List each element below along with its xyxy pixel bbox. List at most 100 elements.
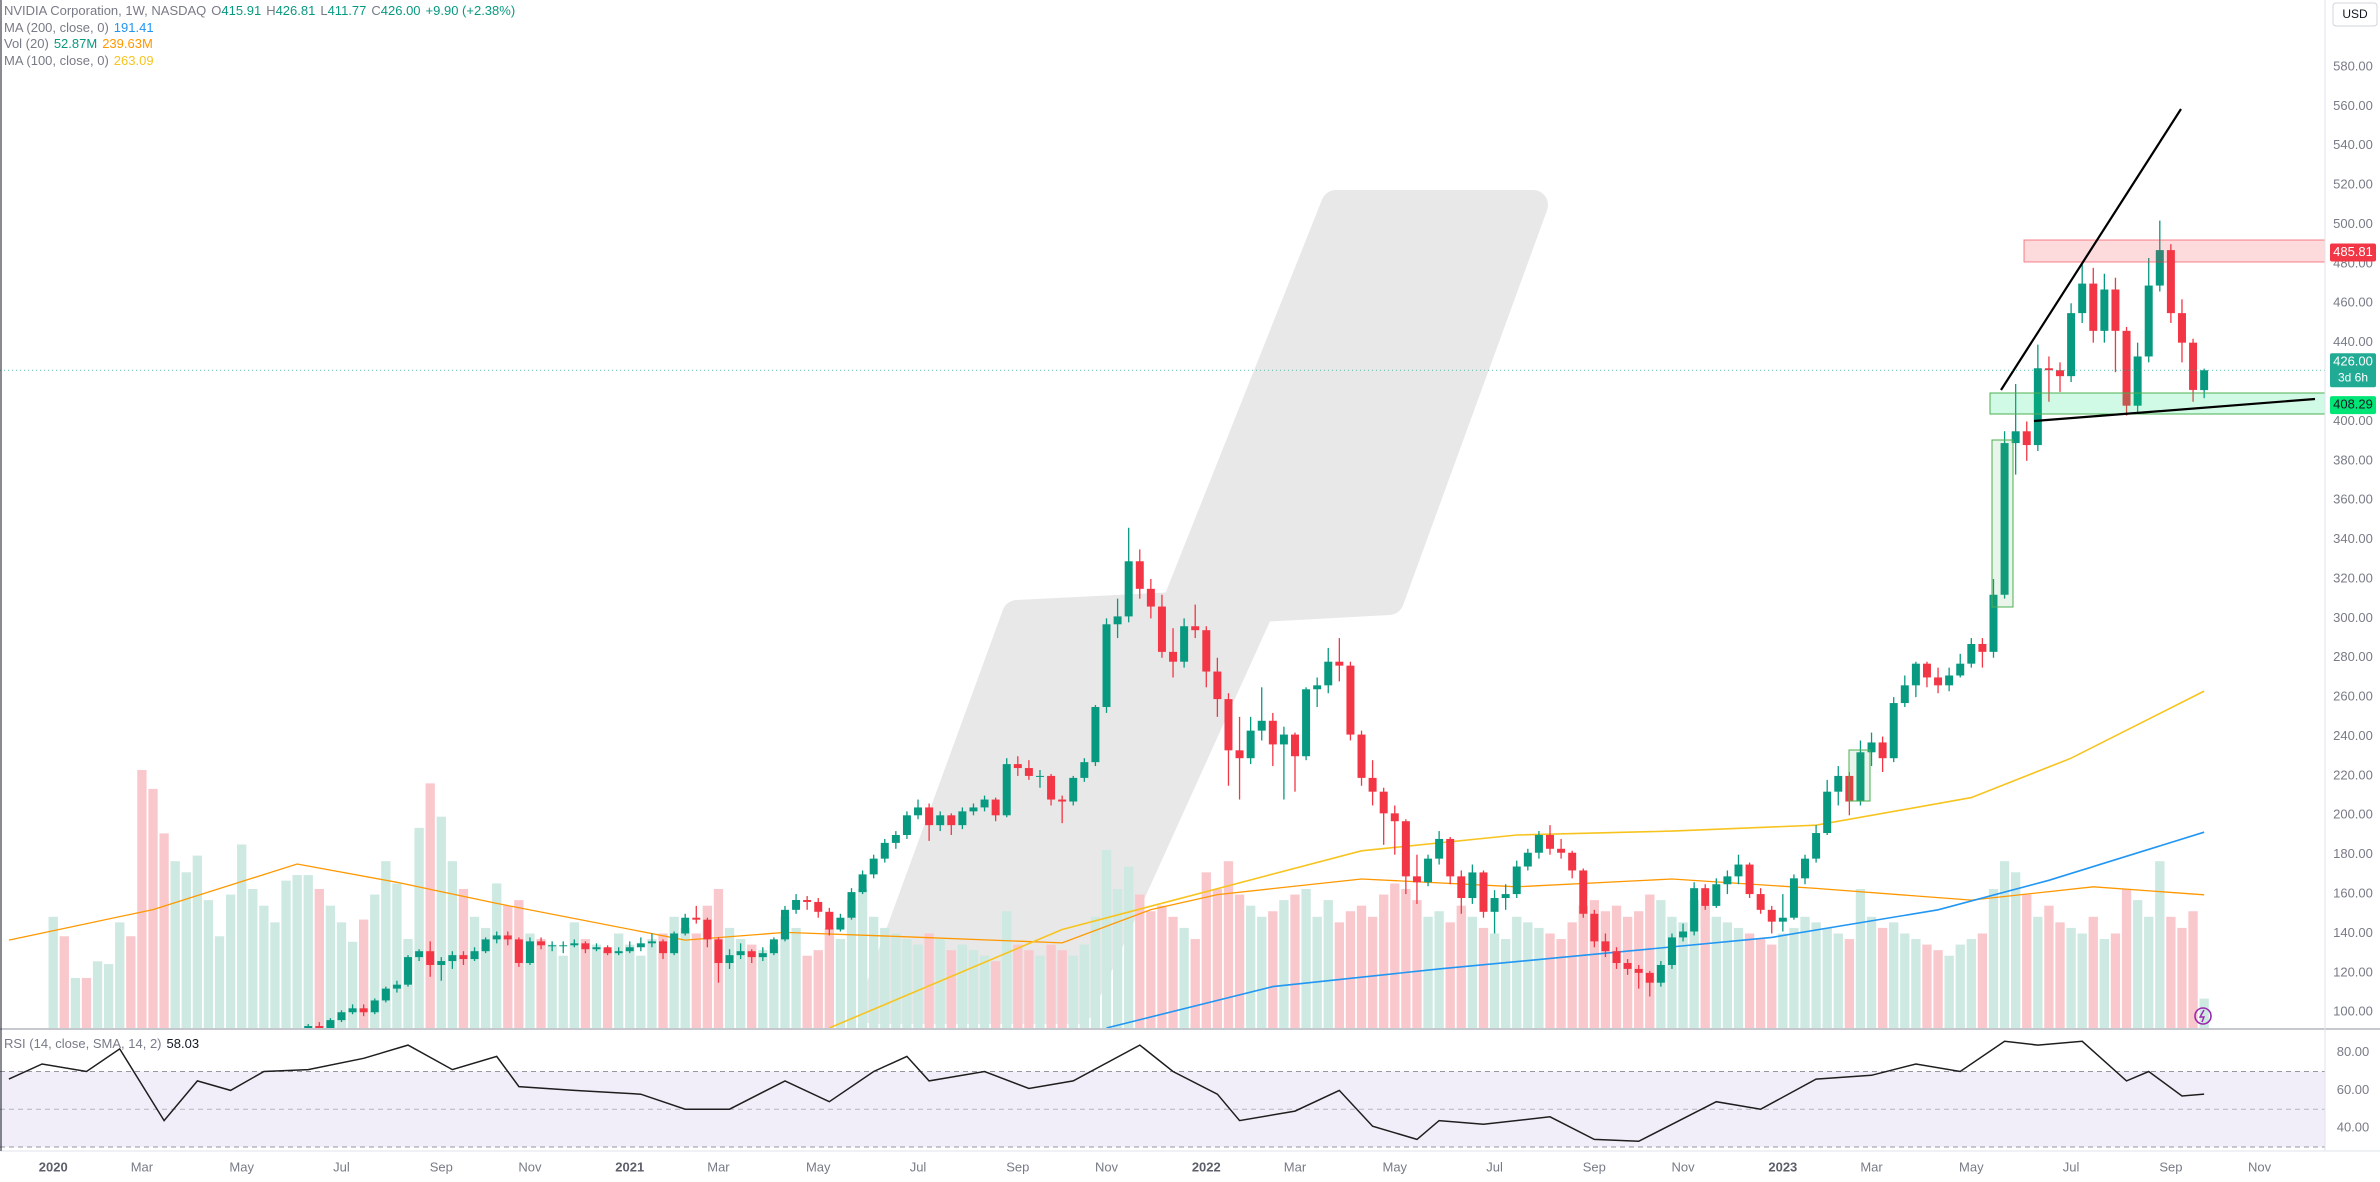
volume-bar: [2066, 927, 2076, 1028]
rsi-legend: RSI (14, close, SMA, 14, 2) 58.03: [4, 1036, 204, 1053]
volume-bar: [1600, 911, 1611, 1028]
volume-bar: [70, 977, 81, 1028]
candle-body: [2078, 283, 2087, 314]
y-tick-label: 100.00: [2333, 1004, 2373, 1019]
volume-bar: [2099, 939, 2110, 1028]
volume-bar: [769, 944, 779, 1028]
volume-bar: [691, 933, 701, 1028]
candle-body: [1612, 951, 1621, 964]
x-tick-label: 2020: [39, 1159, 68, 1174]
volume-bar: [869, 916, 879, 1028]
ohlc-value: 411.77: [327, 3, 367, 18]
moving-average-line: [828, 690, 2205, 1028]
candle-body: [282, 1036, 290, 1037]
candle-body: [1279, 734, 1288, 745]
candle-body: [1479, 872, 1488, 912]
volume-bar: [1024, 950, 1034, 1028]
x-tick-label: 2021: [615, 1159, 644, 1174]
volume-bar: [1257, 916, 1267, 1028]
volume-bar: [902, 939, 912, 1028]
candle-body: [1058, 799, 1067, 802]
volume-bar: [1877, 927, 1888, 1028]
volume-bar: [1778, 933, 1788, 1028]
volume-bar: [891, 933, 901, 1028]
candle-body: [1213, 671, 1222, 700]
candle-body: [1047, 775, 1056, 800]
y-tick-label: 360.00: [2333, 492, 2373, 507]
last-price-badge: [2330, 353, 2376, 388]
candle-body: [681, 917, 690, 934]
y-tick-label: 280.00: [2333, 649, 2373, 664]
ohlc-name: C: [371, 3, 381, 18]
candle-body: [1900, 685, 1909, 704]
ohlc-value: 426.81: [275, 3, 316, 18]
candle-body: [481, 939, 490, 952]
currency-label: USD: [2342, 7, 2368, 21]
volume-bar: [1268, 911, 1278, 1028]
candle-body: [1013, 764, 1022, 769]
candle-body: [359, 1008, 368, 1013]
price-pane: [8, 108, 2325, 1037]
candle-body: [769, 939, 778, 954]
candle-body: [914, 807, 923, 816]
candle-body: [337, 1012, 346, 1021]
volume-bar: [447, 861, 458, 1028]
volume-bar: [525, 933, 535, 1028]
volume-bar: [2088, 916, 2098, 1028]
candle-body: [969, 807, 978, 812]
ohlc-name: L: [320, 3, 328, 18]
candle-body: [293, 1032, 301, 1036]
watermark: [858, 190, 1548, 1024]
trend-line: [2033, 397, 2316, 423]
indicator-name: MA (200, close, 0): [4, 19, 109, 35]
y-tick-label: 220.00: [2333, 767, 2373, 782]
volume-bar: [248, 888, 258, 1028]
volume-bar: [569, 922, 579, 1028]
candle-body: [1024, 768, 1033, 776]
volume-bar: [1523, 922, 1533, 1028]
legend: NVIDIA Corporation, 1W, NASDAQ O415.91 H42…: [4, 3, 520, 69]
candle-body: [1778, 917, 1787, 922]
y-tick-label: 440.00: [2333, 334, 2373, 349]
candle-body: [803, 899, 812, 902]
candle-body: [437, 961, 446, 965]
watermark-logo: [858, 190, 1548, 1024]
candle-body: [1457, 876, 1466, 899]
candle-body: [1922, 663, 1931, 678]
volume-bar: [913, 944, 923, 1028]
candle-body: [925, 807, 934, 826]
indicator-value: 239.63M: [102, 36, 153, 52]
volume-bar: [281, 880, 291, 1028]
volume-bar: [1944, 955, 1954, 1028]
ohlc-value: 415.91: [221, 3, 262, 18]
volume-bar: [580, 939, 591, 1028]
candle-body: [1368, 777, 1377, 792]
candle-body: [614, 951, 623, 954]
candle-body: [947, 815, 956, 826]
volume-bar: [2022, 894, 2032, 1028]
candle-body: [1590, 913, 1599, 942]
volume-bar: [1911, 939, 1921, 1028]
volume-bar: [1002, 911, 1012, 1028]
volume-bar: [1966, 939, 1976, 1028]
candle-body: [2111, 289, 2120, 331]
volume-bar: [1933, 950, 1943, 1028]
candle-body: [1313, 685, 1322, 690]
volume-bar: [647, 939, 657, 1028]
volume-bar: [1556, 939, 1566, 1028]
x-tick-label: Nov: [518, 1159, 542, 1174]
x-tick-label: Nov: [1671, 1159, 1695, 1174]
indicator-value: 191.41: [113, 19, 154, 35]
candle-body: [304, 1026, 313, 1028]
volume-bar: [1401, 888, 1411, 1028]
candle-body: [1734, 864, 1743, 877]
volume-bar: [591, 944, 602, 1028]
volume-bar: [2044, 905, 2054, 1028]
candle-body: [415, 951, 424, 958]
volume-bar: [857, 888, 868, 1028]
candle-body: [1911, 663, 1920, 686]
volume-bar: [1090, 916, 1101, 1028]
y-tick-label: 320.00: [2333, 570, 2373, 585]
candle-body: [370, 1000, 379, 1013]
candle-body: [1202, 630, 1211, 672]
